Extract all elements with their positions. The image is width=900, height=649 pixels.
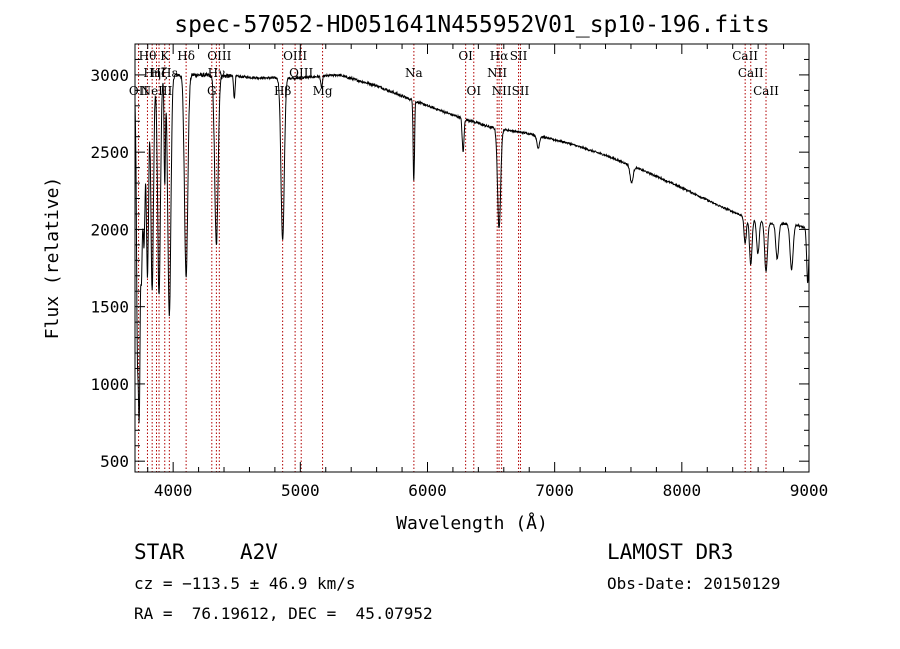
x-axis-ticks: 4000 5000 6000 7000 8000 9000 <box>147 44 829 500</box>
object-subclass: A2V <box>240 540 278 564</box>
line-marker-label: K <box>160 49 170 63</box>
survey-name: LAMOST DR3 <box>607 540 734 564</box>
line-marker-label: Hβ <box>274 84 291 98</box>
x-axis-label: Wavelength (Å) <box>396 512 548 534</box>
line-marker-label: Mg <box>313 84 333 98</box>
line-marker-label: Hη <box>143 66 161 80</box>
line-marker-label: SII <box>510 49 528 63</box>
plot-frame <box>134 43 810 473</box>
line-marker-label: Hδ <box>177 49 195 63</box>
redshift-text: cz = −113.5 ± 46.9 km/s <box>134 574 356 593</box>
line-marker-label: OI <box>458 49 473 63</box>
line-marker-label: CaII <box>738 66 764 80</box>
line-marker-label: NII <box>487 66 507 80</box>
y-tick-label: 2500 <box>90 143 129 162</box>
line-marker-label: OI <box>466 84 481 98</box>
line-marker-label: OIII <box>207 49 231 63</box>
line-marker-label: Hζ <box>151 66 168 80</box>
y-axis-ticks: 500 1000 1500 2000 2500 3000 <box>90 58 809 471</box>
y-axis-label: Flux (relative) <box>42 177 63 340</box>
line-marker-label: G <box>207 84 217 98</box>
line-marker-label: OIII <box>289 66 313 80</box>
x-tick-label: 8000 <box>663 481 702 500</box>
x-tick-label: 9000 <box>790 481 829 500</box>
line-marker-label: OII <box>129 84 149 98</box>
y-tick-label: 1000 <box>90 375 129 394</box>
line-marker-label: Hε <box>161 66 178 80</box>
line-marker-label: CaII <box>732 49 758 63</box>
spectrum-line <box>134 71 810 424</box>
line-marker-label: Hθ <box>139 49 157 63</box>
y-tick-label: 1500 <box>90 298 129 317</box>
y-tick-label: 2000 <box>90 220 129 239</box>
y-tick-label: 500 <box>100 452 129 471</box>
x-tick-label: 5000 <box>281 481 320 500</box>
line-marker-label: Na <box>405 66 423 80</box>
line-marker-label: NeIII <box>141 84 173 98</box>
line-marker-label: NII <box>492 84 512 98</box>
line-marker-label: Hα <box>490 49 509 63</box>
line-markers <box>138 44 767 472</box>
x-tick-label: 4000 <box>154 481 193 500</box>
line-marker-label: Hγ <box>208 66 226 80</box>
line-marker-label: OIII <box>283 49 307 63</box>
obs-date: Obs-Date: 20150129 <box>607 574 781 593</box>
coordinates-text: RA = 76.19612, DEC = 45.07952 <box>134 604 433 623</box>
line-marker-label: CaII <box>753 84 779 98</box>
y-tick-label: 3000 <box>90 66 129 85</box>
object-class: STAR <box>134 540 185 564</box>
chart-title: spec-57052-HD051641N455952V01_sp10-196.f… <box>174 12 769 38</box>
x-tick-label: 6000 <box>408 481 447 500</box>
x-tick-label: 7000 <box>535 481 574 500</box>
line-marker-label: SII <box>512 84 530 98</box>
line-labels: OIIHθHηNeIIIHζKHεHδGHγOIIIHβOIIIOIIIMgNa… <box>129 49 779 98</box>
